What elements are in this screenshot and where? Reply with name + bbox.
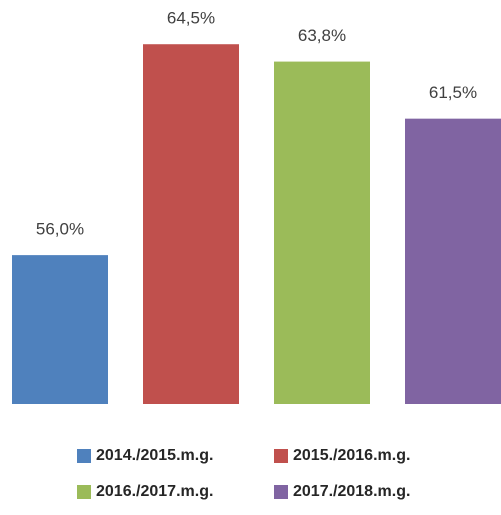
legend-label: 2016./2017.m.g.	[96, 483, 213, 500]
data-label: 63,8%	[298, 26, 346, 45]
legend-swatch	[274, 449, 288, 463]
legend-swatch	[77, 449, 91, 463]
bar	[12, 255, 108, 404]
legend-swatch	[274, 485, 288, 499]
data-label: 61,5%	[429, 83, 477, 102]
legend-swatch	[77, 485, 91, 499]
bar	[143, 44, 239, 404]
legend-label: 2015./2016.m.g.	[293, 447, 410, 464]
data-label: 56,0%	[36, 220, 84, 239]
legend-label: 2017./2018.m.g.	[293, 483, 410, 500]
data-label: 64,5%	[167, 9, 215, 28]
bar	[405, 118, 501, 404]
legend-label: 2014./2015.m.g.	[96, 447, 213, 464]
bar	[274, 61, 370, 405]
